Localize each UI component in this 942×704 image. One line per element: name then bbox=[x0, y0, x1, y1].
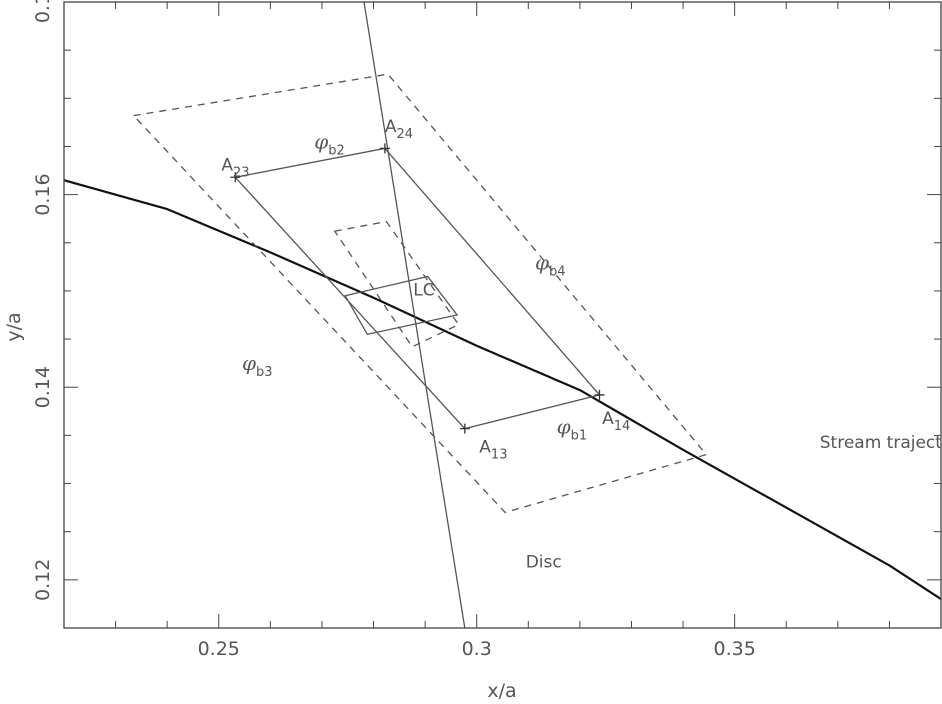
annotation-A14: A14 bbox=[602, 409, 630, 434]
annotation-A24: A24 bbox=[385, 117, 413, 142]
annotation-phib3: φb3 bbox=[242, 351, 273, 380]
plot-frame bbox=[63, 1, 942, 629]
y-tick-label: 0.18 bbox=[32, 0, 54, 23]
x-axis-label: x/a bbox=[487, 680, 516, 702]
annotation-A13: A13 bbox=[479, 438, 507, 463]
point-marker bbox=[594, 389, 605, 400]
point-marker bbox=[230, 172, 241, 183]
annotations: A23 A24 A14 A13 φb1 φb2 φb3 φb4 LC Stream traject… bbox=[221, 117, 942, 572]
annotation-disc: Disc bbox=[526, 552, 562, 572]
y-tick-label: 0.12 bbox=[32, 559, 54, 601]
y-tick-label: 0.14 bbox=[32, 366, 54, 408]
annotation-phib4: φb4 bbox=[535, 251, 566, 280]
inner-solid-quad bbox=[344, 275, 459, 336]
inner-dashed-quad bbox=[333, 220, 460, 348]
x-tick-label: 0.3 bbox=[462, 638, 492, 660]
outer-dashed-quad bbox=[132, 73, 708, 514]
annotation-stream: Stream trajectory bbox=[820, 433, 942, 453]
axes: 0.25 0.3 0.35 0.12 0.14 0.16 0.18 bbox=[32, 0, 942, 660]
x-tick-label: 0.35 bbox=[713, 638, 755, 660]
disc-line bbox=[363, 2, 466, 628]
point-marker bbox=[459, 423, 470, 434]
y-tick-label: 0.16 bbox=[32, 173, 54, 215]
x-tick-label: 0.25 bbox=[198, 638, 240, 660]
annotation-phib1: φb1 bbox=[557, 414, 588, 443]
plot-area bbox=[64, 2, 941, 628]
point-marker bbox=[379, 143, 390, 154]
y-axis-label: y/a bbox=[3, 312, 25, 341]
stream-trajectory-line bbox=[64, 179, 941, 601]
annotation-LC: LC bbox=[413, 281, 434, 301]
annotation-A23: A23 bbox=[221, 156, 249, 181]
annotation-phib2: φb2 bbox=[314, 129, 345, 158]
